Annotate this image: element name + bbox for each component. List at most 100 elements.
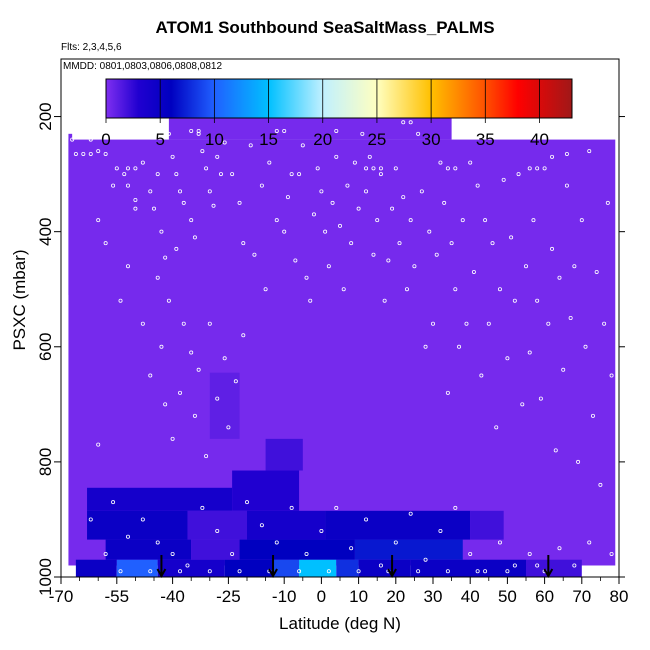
value-cell-20 xyxy=(526,559,582,577)
value-cell-21 xyxy=(209,372,240,439)
sample-point-145 xyxy=(192,413,197,418)
sample-point-43 xyxy=(297,172,302,177)
sample-point-99 xyxy=(505,356,510,361)
x-tick-label-0: -70 xyxy=(49,587,74,606)
sample-point-50 xyxy=(323,229,328,234)
x-tick-label-1: -55 xyxy=(105,587,130,606)
value-cell-19 xyxy=(410,559,526,577)
x-tick-label-12: 70 xyxy=(572,587,591,606)
sample-point-105 xyxy=(527,350,532,355)
sample-point-132 xyxy=(125,264,130,269)
sample-point-210 xyxy=(564,151,569,156)
sample-point-141 xyxy=(174,246,179,251)
sample-point-134 xyxy=(140,321,145,326)
sample-point-66 xyxy=(382,298,387,303)
sample-point-74 xyxy=(412,264,417,269)
sample-point-9 xyxy=(140,160,145,165)
value-cell-18 xyxy=(358,559,411,577)
sample-point-26 xyxy=(211,203,216,208)
sample-point-206 xyxy=(453,166,458,171)
flight-arrow-1 xyxy=(268,555,278,579)
sample-point-75 xyxy=(416,131,421,136)
sample-point-81 xyxy=(438,160,443,165)
sample-point-77 xyxy=(423,344,428,349)
sample-point-4 xyxy=(103,151,108,156)
sample-point-167 xyxy=(289,505,294,510)
sample-point-158 xyxy=(155,540,160,545)
sample-point-199 xyxy=(334,128,339,133)
sample-point-52 xyxy=(330,200,335,205)
sample-point-0 xyxy=(70,137,75,142)
value-cell-5 xyxy=(325,510,471,540)
sample-point-102 xyxy=(516,172,521,177)
sample-point-196 xyxy=(196,128,201,133)
sample-point-30 xyxy=(230,172,235,177)
sample-point-211 xyxy=(542,131,547,136)
sample-point-40 xyxy=(285,195,290,200)
sample-point-192 xyxy=(88,151,93,156)
sample-point-137 xyxy=(159,344,164,349)
sample-point-175 xyxy=(408,511,413,516)
sample-point-88 xyxy=(464,321,469,326)
sample-point-121 xyxy=(587,149,592,154)
sample-point-174 xyxy=(393,540,398,545)
sample-point-183 xyxy=(527,551,532,556)
sample-point-25 xyxy=(207,189,212,194)
sample-point-92 xyxy=(479,373,484,378)
sample-point-98 xyxy=(501,177,506,182)
sample-point-215 xyxy=(118,569,123,574)
colorbar-tick-label-0: 0 xyxy=(101,130,110,149)
x-tick-label-3: -25 xyxy=(216,587,241,606)
sample-point-131 xyxy=(118,298,123,303)
sample-point-54 xyxy=(337,223,342,228)
sample-point-55 xyxy=(341,287,346,292)
sample-point-203 xyxy=(401,120,406,125)
value-cell-0 xyxy=(87,487,233,511)
sample-point-116 xyxy=(568,315,573,320)
sample-point-159 xyxy=(170,551,175,556)
sample-point-85 xyxy=(453,287,458,292)
sample-point-84 xyxy=(449,241,454,246)
sample-point-165 xyxy=(259,523,264,528)
sample-point-187 xyxy=(587,540,592,545)
sample-point-89 xyxy=(468,160,473,165)
y-tick-label-2: 600 xyxy=(36,333,55,361)
sample-point-181 xyxy=(497,540,502,545)
sample-point-164 xyxy=(244,500,249,505)
sample-point-10 xyxy=(148,189,153,194)
sample-point-83 xyxy=(445,390,450,395)
sample-point-179 xyxy=(468,551,473,556)
x-tick-label-6: 10 xyxy=(349,587,368,606)
sample-point-53 xyxy=(334,154,339,159)
sample-point-44 xyxy=(300,143,305,148)
x-tick-label-8: 30 xyxy=(424,587,443,606)
sample-point-41 xyxy=(289,172,294,177)
sample-point-32 xyxy=(241,241,246,246)
flight-arrow-3 xyxy=(543,555,554,579)
sample-point-172 xyxy=(364,517,369,522)
value-cell-16 xyxy=(299,559,337,577)
sample-point-20 xyxy=(189,218,194,223)
sample-point-112 xyxy=(553,448,558,453)
sample-point-27 xyxy=(215,154,220,159)
colorbar-tick-label-8: 40 xyxy=(530,130,549,149)
sample-point-90 xyxy=(471,269,476,274)
sample-point-226 xyxy=(445,569,450,574)
sample-point-49 xyxy=(319,189,324,194)
sample-point-108 xyxy=(538,396,543,401)
sample-point-37 xyxy=(267,160,272,165)
sample-point-119 xyxy=(579,218,584,223)
value-regions xyxy=(75,372,582,577)
colorbar-tick-label-7: 35 xyxy=(476,130,495,149)
sample-point-104 xyxy=(524,264,529,269)
sample-point-166 xyxy=(274,540,279,545)
flight-arrows xyxy=(156,555,554,579)
sample-point-180 xyxy=(483,569,488,574)
sample-point-103 xyxy=(520,402,525,407)
colorbar-tick-label-5: 25 xyxy=(367,130,386,149)
sample-point-222 xyxy=(326,569,331,574)
sample-point-163 xyxy=(230,551,235,556)
x-tick-label-11: 60 xyxy=(535,587,554,606)
sample-point-118 xyxy=(576,459,581,464)
